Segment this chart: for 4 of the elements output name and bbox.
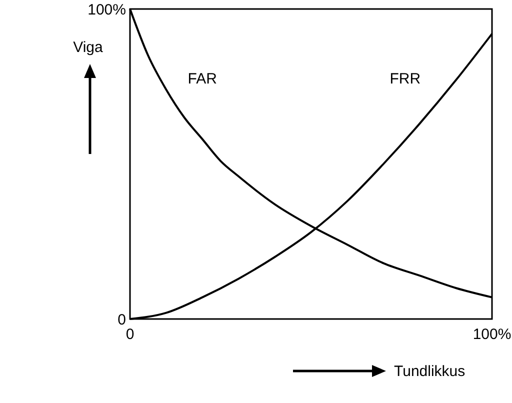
series-label: FRR <box>390 70 421 88</box>
x-axis-title: Tundlikkus <box>394 363 466 380</box>
y-axis-title: Viga <box>73 39 104 56</box>
series-label: FAR <box>188 70 218 88</box>
